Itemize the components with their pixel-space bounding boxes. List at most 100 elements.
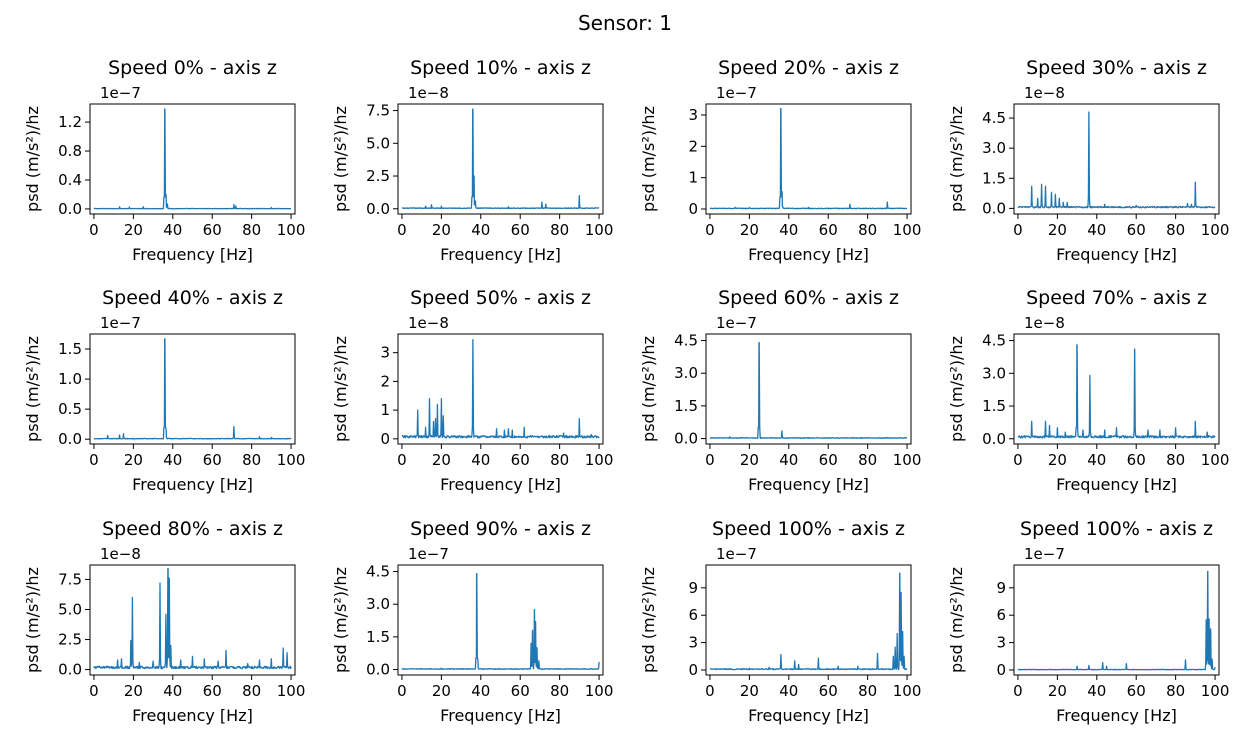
x-tick-label: 60 bbox=[1127, 451, 1146, 469]
y-tick-label: 0.4 bbox=[58, 171, 82, 189]
x-tick-label: 80 bbox=[858, 221, 877, 239]
axes-frame bbox=[397, 103, 604, 215]
x-tick-label: 40 bbox=[163, 221, 182, 239]
subplot-11: Speed 100% - axis z 1e−7 0 20 40 60 80 100 0 3 6 9 F… bbox=[947, 518, 1229, 725]
x-axis-label: Frequency [Hz] bbox=[132, 706, 253, 725]
y-tick-label: 0.0 bbox=[982, 199, 1006, 217]
y-offset-multiplier: 1e−8 bbox=[408, 84, 449, 102]
y-tick-label: 9 bbox=[996, 579, 1006, 597]
y-tick-label: 0.0 bbox=[366, 200, 390, 218]
subplot-title: Speed 100% - axis z bbox=[712, 518, 905, 540]
y-axis-label: psd (m/s²)/hz bbox=[23, 336, 42, 442]
x-tick-label: 80 bbox=[550, 451, 569, 469]
x-tick-label: 80 bbox=[242, 451, 261, 469]
y-offset-multiplier: 1e−8 bbox=[100, 545, 141, 563]
subplot-title: Speed 90% - axis z bbox=[410, 518, 591, 540]
y-tick-label: 7.5 bbox=[366, 102, 390, 120]
subplot-title: Speed 50% - axis z bbox=[410, 287, 591, 309]
x-tick-label: 100 bbox=[277, 451, 306, 469]
x-tick-label: 60 bbox=[203, 682, 222, 700]
y-tick-label: 1.5 bbox=[674, 397, 698, 415]
psd-series-line bbox=[1017, 570, 1216, 671]
x-tick-label: 20 bbox=[1048, 682, 1067, 700]
x-tick-label: 100 bbox=[585, 221, 614, 239]
y-tick-label: 3 bbox=[688, 106, 698, 124]
y-axis-label: psd (m/s²)/hz bbox=[639, 567, 658, 673]
subplot-2: Speed 20% - axis z 1e−7 0 20 40 60 80 100 0 1 2 3 Fr… bbox=[639, 57, 921, 264]
y-axis-label: psd (m/s²)/hz bbox=[23, 567, 42, 673]
y-tick-label: 1.5 bbox=[982, 397, 1006, 415]
x-tick-label: 80 bbox=[550, 682, 569, 700]
x-tick-label: 100 bbox=[1201, 221, 1230, 239]
y-offset-multiplier: 1e−8 bbox=[1024, 314, 1065, 332]
x-tick-label: 80 bbox=[858, 682, 877, 700]
x-tick-label: 0 bbox=[397, 221, 407, 239]
axes-frame bbox=[705, 333, 912, 445]
y-tick-label: 6 bbox=[996, 606, 1006, 624]
y-tick-label: 2 bbox=[380, 372, 390, 390]
x-tick-label: 60 bbox=[1127, 221, 1146, 239]
y-axis-label: psd (m/s²)/hz bbox=[331, 106, 350, 212]
y-tick-label: 6 bbox=[688, 606, 698, 624]
x-tick-label: 0 bbox=[705, 451, 715, 469]
x-axis-label: Frequency [Hz] bbox=[748, 245, 869, 264]
subplot-5: Speed 50% - axis z 1e−8 0 20 40 60 80 100 0 1 2 3 Fr… bbox=[331, 287, 613, 494]
x-axis-label: Frequency [Hz] bbox=[440, 706, 561, 725]
x-tick-label: 80 bbox=[550, 221, 569, 239]
y-tick-label: 3 bbox=[996, 634, 1006, 652]
x-tick-label: 0 bbox=[1013, 451, 1023, 469]
y-tick-label: 0 bbox=[996, 661, 1006, 679]
axes-frame bbox=[705, 103, 912, 215]
x-tick-label: 20 bbox=[1048, 451, 1067, 469]
subplot-title: Speed 0% - axis z bbox=[108, 57, 277, 79]
y-axis-label: psd (m/s²)/hz bbox=[947, 567, 966, 673]
subplot-grid: Speed 0% - axis z1e−70 20 40 60 80 1000.00.40… bbox=[23, 57, 1229, 725]
x-tick-label: 60 bbox=[819, 451, 838, 469]
psd-series-line bbox=[709, 572, 908, 671]
x-tick-label: 20 bbox=[432, 221, 451, 239]
y-tick-label: 0.0 bbox=[58, 661, 82, 679]
y-tick-label: 0 bbox=[688, 661, 698, 679]
y-tick-label: 5.0 bbox=[366, 134, 390, 152]
x-axis-label: Frequency [Hz] bbox=[1056, 475, 1177, 494]
y-axis-label: psd (m/s²)/hz bbox=[947, 336, 966, 442]
y-tick-label: 1.5 bbox=[58, 340, 82, 358]
y-offset-multiplier: 1e−8 bbox=[1024, 84, 1065, 102]
x-tick-label: 80 bbox=[242, 682, 261, 700]
y-tick-label: 1 bbox=[380, 401, 390, 419]
y-tick-label: 3.0 bbox=[982, 139, 1006, 157]
y-tick-label: 5.0 bbox=[58, 600, 82, 618]
x-tick-label: 0 bbox=[397, 451, 407, 469]
x-tick-label: 60 bbox=[511, 221, 530, 239]
y-offset-multiplier: 1e−7 bbox=[100, 84, 141, 102]
subplot-title: Speed 80% - axis z bbox=[102, 518, 283, 540]
x-tick-label: 40 bbox=[1087, 451, 1106, 469]
axes-frame bbox=[705, 564, 912, 676]
axes-frame bbox=[1013, 103, 1220, 215]
x-tick-label: 100 bbox=[1201, 682, 1230, 700]
x-tick-label: 40 bbox=[163, 451, 182, 469]
subplot-title: Speed 10% - axis z bbox=[410, 57, 591, 79]
x-axis-label: Frequency [Hz] bbox=[748, 706, 869, 725]
y-tick-label: 2.5 bbox=[366, 167, 390, 185]
x-tick-label: 0 bbox=[1013, 221, 1023, 239]
y-offset-multiplier: 1e−7 bbox=[1024, 545, 1065, 563]
x-axis-label: Frequency [Hz] bbox=[132, 475, 253, 494]
axes-frame bbox=[89, 564, 296, 676]
x-tick-label: 20 bbox=[740, 221, 759, 239]
x-tick-label: 80 bbox=[858, 451, 877, 469]
x-tick-label: 100 bbox=[893, 451, 922, 469]
y-axis-label: psd (m/s²)/hz bbox=[331, 336, 350, 442]
psd-series-line bbox=[93, 338, 292, 440]
subplot-1: Speed 10% - axis z 1e−8 0 20 40 60 80 100 0.0 2.5… bbox=[331, 57, 613, 264]
x-tick-label: 0 bbox=[89, 221, 99, 239]
x-tick-label: 80 bbox=[1166, 451, 1185, 469]
y-tick-label: 0.8 bbox=[58, 142, 82, 160]
y-tick-label: 0 bbox=[380, 430, 390, 448]
x-tick-label: 80 bbox=[242, 221, 261, 239]
axes-frame bbox=[89, 103, 296, 215]
y-tick-label: 4.5 bbox=[674, 332, 698, 350]
x-tick-label: 40 bbox=[779, 451, 798, 469]
y-tick-label: 1 bbox=[688, 169, 698, 187]
